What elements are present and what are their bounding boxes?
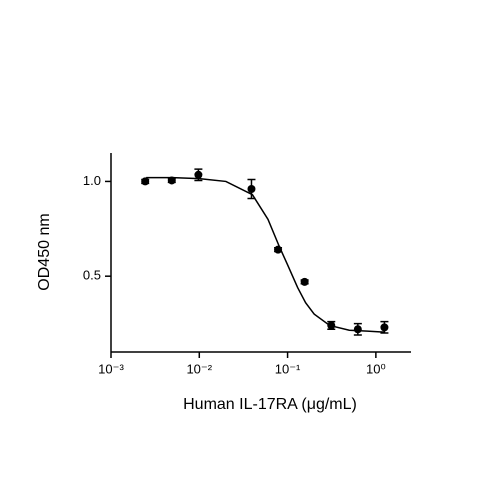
x-axis-title: Human IL-17RA (μg/mL): [183, 396, 357, 413]
x-tick-label: 10⁻²: [186, 361, 212, 376]
x-tick-label: 10⁰: [366, 361, 386, 376]
data-point: [141, 177, 150, 186]
data-point: [274, 245, 283, 254]
data-point: [300, 277, 309, 286]
data-point: [167, 176, 176, 185]
x-tick-label: 10⁻³: [98, 361, 124, 376]
y-axis-title: OD450 nm: [36, 213, 53, 290]
data-point: [194, 170, 203, 179]
y-tick-label: 0.5: [83, 268, 101, 283]
y-tick-label: 1.0: [83, 173, 101, 188]
x-tick-label: 10⁻¹: [275, 361, 301, 376]
data-point: [353, 325, 362, 334]
data-point: [380, 323, 389, 332]
fit-curve: [146, 176, 385, 333]
data-point: [327, 321, 336, 330]
data-point: [247, 185, 256, 194]
